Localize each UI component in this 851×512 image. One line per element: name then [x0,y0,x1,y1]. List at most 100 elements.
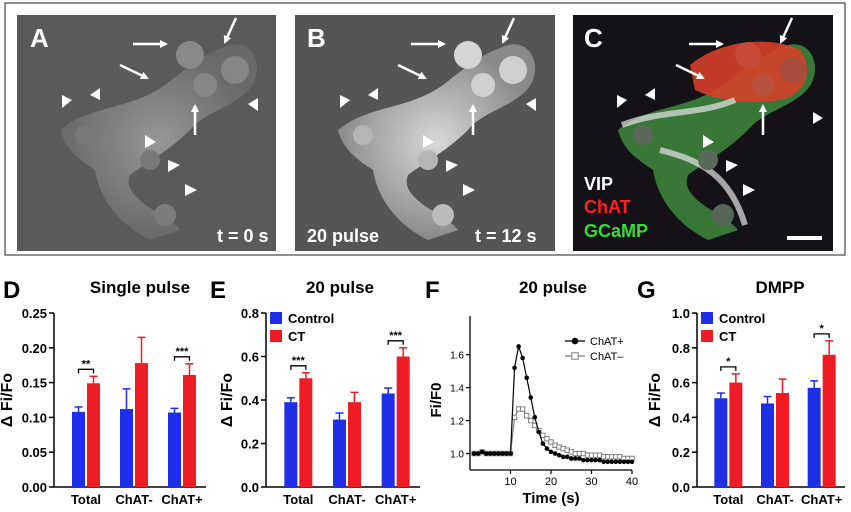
point-f-chat_plus-1 [475,451,481,456]
legend-label-g-ct: CT [719,329,736,344]
point-f-chat_plus-24 [568,456,574,461]
y-tick-label-g-2: 0.4 [672,410,691,425]
legend-marker-f-chat_plus [571,337,579,345]
chart-title-e: 20 pulse [306,278,374,297]
x-tick-label-e-1: ChAT- [328,492,365,507]
y-tick-label-e-1: 0.2 [241,437,259,452]
y-axis-label-g: Δ Fi/Fo [647,373,664,427]
sig-mark-g-2: * [820,323,825,335]
arrowhead-b-2 [368,88,378,100]
point-f-chat_minus-17 [540,432,546,439]
sig-mark-d-2: *** [176,346,190,358]
bar-g-control-0 [714,398,728,487]
y-tick-label-d-3: 0.15 [22,376,47,391]
y-tick-label-f-2: 1.4 [450,384,464,395]
y-tick-label-d-4: 0.20 [22,341,47,356]
point-f-chat_plus-37 [621,459,627,465]
point-f-chat_minus-10 [511,414,518,420]
arrow-c-3 [779,17,794,44]
micrograph-frame [4,2,846,256]
y-tick-label-e-3: 0.6 [241,350,259,365]
arrow-b-2 [397,63,427,80]
arrowhead-a-1 [62,95,72,108]
time-label-b: t = 12 s [475,226,537,246]
legend-label-g-control: Control [719,311,765,326]
sig-bracket-e-0 [290,365,307,370]
x-axis-label-f: Time (s) [522,490,579,507]
point-f-chat_plus-23 [564,454,570,460]
bar-e-control-2 [381,393,395,487]
point-f-chat_plus-26 [577,456,582,461]
arrowhead-c-2 [645,88,655,100]
y-tick-label-g-0: 0.0 [672,480,690,495]
legend-swatch-g-ct [701,330,713,342]
point-f-chat_plus-31 [597,457,602,463]
point-f-chat_plus-28 [585,457,590,463]
arrowhead-b-3 [526,98,536,111]
point-f-chat_plus-20 [552,451,558,456]
y-axis-label-d: Δ Fi/Fo [0,373,16,427]
sig-bracket-g-2 [813,333,830,338]
point-f-chat_plus-15 [532,414,538,420]
point-f-chat_plus-33 [605,459,610,465]
point-f-chat_plus-36 [617,459,623,465]
arrow-c-2 [675,63,705,80]
legend-swatch-e-control [270,312,282,324]
sig-mark-g-0: * [726,356,731,368]
point-f-chat_plus-30 [593,457,598,463]
legend-label-e-ct: CT [288,329,305,344]
y-tick-label-g-3: 0.6 [672,376,690,391]
panel-letter-a: A [30,23,49,53]
bar-d-control-2 [168,412,181,487]
chart-title-f: 20 pulse [519,278,587,297]
arrowhead-a-6 [185,184,197,196]
point-f-chat_plus-39 [629,459,635,465]
sig-bracket-d-2 [173,356,191,361]
point-f-chat_plus-38 [625,459,631,465]
point-f-chat_plus-18 [544,446,550,451]
point-f-chat_plus-13 [524,375,529,381]
x-tick-label-d-2: ChAT+ [161,492,203,507]
point-f-chat_minus-13 [524,412,530,419]
arrow-a-2 [119,63,149,80]
time-label-a: t = 0 s [217,226,269,246]
y-tick-label-g-4: 0.8 [672,341,690,356]
y-tick-label-g-5: 1.0 [672,306,690,321]
panel-letter-f: F [425,277,440,304]
y-tick-label-e-2: 0.4 [241,393,260,408]
x-tick-label-d-1: ChAT- [115,492,152,507]
point-f-chat_plus-6 [496,451,501,456]
y-tick-label-g-1: 0.2 [672,445,690,460]
arrow-a-3 [223,17,238,44]
sig-bracket-e-2 [387,340,404,345]
point-f-chat_minus-14 [528,417,534,424]
bar-g-ct-0 [729,382,743,487]
bar-d-ct-2 [183,374,196,487]
point-f-chat_plus-4 [487,451,493,456]
y-tick-label-d-1: 0.05 [22,445,47,460]
x-tick-label-d-0: Total [71,492,101,507]
y-axis-label-f: Fi/F0 [428,382,445,417]
arrowhead-b-4 [423,135,434,148]
micrograph-b: B 20 pulse t = 12 s [295,15,555,251]
y-tick-label-d-5: 0.25 [22,306,47,321]
point-f-chat_plus-11 [516,344,521,349]
point-f-chat_plus-9 [508,451,513,456]
arrowhead-c-6 [743,184,755,196]
arrowhead-b-6 [463,184,475,196]
legend-label-f-chat_minus: ChAT– [590,351,624,363]
arrowhead-a-3 [248,98,258,111]
point-f-chat_plus-32 [601,459,606,465]
point-f-chat_plus-7 [500,451,505,456]
y-tick-label-f-3: 1.6 [450,351,464,362]
arrowhead-c-1 [617,95,627,108]
y-axis-label-e: Δ Fi/Fo [219,373,236,427]
point-f-chat_plus-21 [556,452,562,458]
x-tick-label-g-2: ChAT+ [801,492,843,507]
arrowhead-c-5 [726,160,738,172]
arrow-b-3 [501,17,516,44]
panel-letter-e: E [210,277,226,304]
x-tick-label-g-0: Total [713,492,743,507]
x-tick-label-f-1: 20 [545,476,557,488]
